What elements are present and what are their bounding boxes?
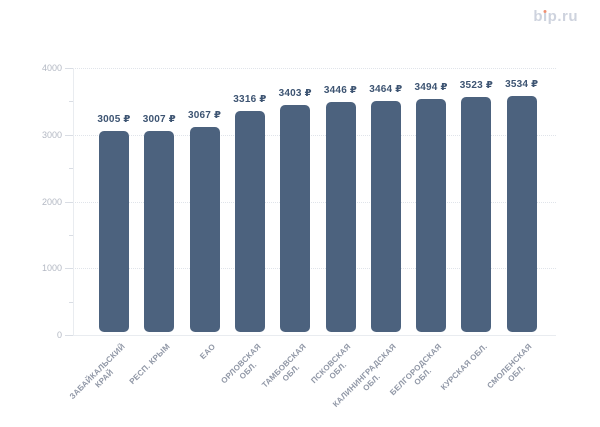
bar-9[interactable]	[461, 96, 492, 332]
y-axis-minor-tick	[69, 234, 73, 236]
bar-value-label: 3067 ₽	[188, 110, 222, 122]
logo-dotless-i: ı	[542, 8, 548, 25]
y-axis-tick-label: 2000	[41, 196, 62, 207]
x-axis-line	[73, 335, 556, 336]
bar-5[interactable]	[280, 104, 311, 332]
bar-10[interactable]	[506, 96, 537, 332]
x-axis-label: ЗАБАЙКАЛЬСКИЙ КРАЙ	[67, 342, 127, 402]
logo-orange-dot-icon	[543, 9, 547, 13]
y-axis-tick-label: 3000	[41, 129, 62, 140]
bar-7[interactable]	[370, 100, 401, 332]
bar-value-label: 3007 ₽	[142, 114, 176, 126]
bar-3[interactable]	[189, 127, 220, 332]
logo-text-left: b	[533, 8, 543, 25]
bip-ru-logo[interactable]: bı p.ru	[533, 8, 578, 25]
bar-value-label: 3494 ₽	[414, 81, 448, 93]
x-axis-label: РЕСП. КРЫМ	[127, 342, 172, 387]
gridline	[73, 134, 556, 136]
x-axis-label: КУРСКАЯ ОБЛ.	[438, 342, 489, 392]
y-axis-major-tick	[65, 268, 73, 270]
x-axis-label: ТАМБОВСКАЯ ОБЛ.	[259, 342, 308, 390]
y-axis-minor-tick	[69, 168, 73, 170]
gridline	[73, 201, 556, 203]
gridline	[73, 68, 556, 69]
bar-value-label: 3403 ₽	[278, 87, 312, 99]
y-axis-major-tick	[65, 68, 73, 69]
bar-value-label: 3534 ₽	[505, 79, 539, 91]
bar-6[interactable]	[325, 101, 356, 332]
y-axis-line	[73, 68, 74, 335]
bar-value-label: 3446 ₽	[323, 84, 358, 96]
y-axis-minor-tick	[69, 301, 73, 303]
bar-value-label: 3005 ₽	[97, 114, 131, 126]
y-axis-major-tick	[65, 134, 73, 136]
gridline	[73, 268, 556, 270]
logo-text-right: p.ru	[547, 8, 578, 25]
x-axis-label: СМОЛЕНСКАЯ ОБЛ.	[485, 342, 535, 391]
y-axis-tick-label: 1000	[41, 263, 62, 274]
y-axis-tick-label: 4000	[41, 63, 62, 73]
bar-value-label: 3523 ₽	[459, 79, 493, 91]
logo-letter-i: ı	[543, 8, 548, 25]
bar-1[interactable]	[99, 131, 129, 332]
bar-2[interactable]	[144, 131, 175, 332]
y-axis-major-tick	[65, 201, 73, 203]
y-axis-tick-label: 0	[56, 330, 62, 340]
bar-4[interactable]	[234, 110, 265, 332]
x-axis-label: ЕАО	[197, 342, 217, 361]
bar-value-label: 3464 ₽	[369, 83, 403, 95]
bar-8[interactable]	[416, 98, 447, 332]
bar-value-label: 3316 ₽	[233, 93, 267, 105]
y-axis-minor-tick	[69, 101, 73, 103]
y-axis-major-tick	[65, 335, 73, 336]
